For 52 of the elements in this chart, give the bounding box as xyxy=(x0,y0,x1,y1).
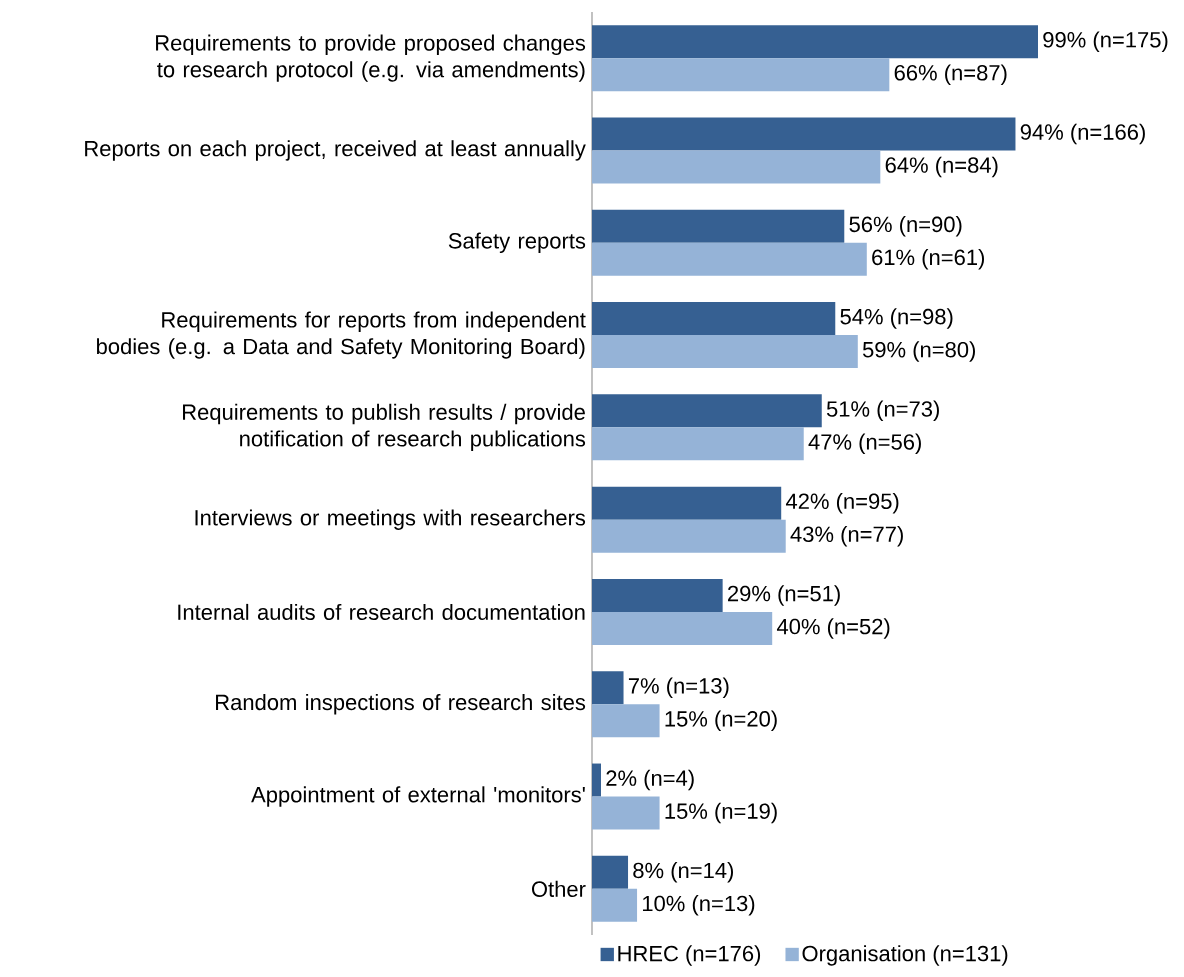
data-label: 59% (n=80) xyxy=(862,341,976,362)
bar xyxy=(592,335,858,369)
data-label: 40% (n=52) xyxy=(776,618,890,639)
data-label: 15% (n=19) xyxy=(665,802,777,824)
y-tick-label: Interviews or meetings with researchers xyxy=(195,509,586,530)
data-label: 47% (n=56) xyxy=(808,433,921,455)
data-label: 7% (n=13) xyxy=(628,677,729,698)
data-label: 99% (n=175) xyxy=(1043,31,1168,52)
data-label: 51% (n=73) xyxy=(826,400,939,422)
bar xyxy=(592,242,867,276)
bar xyxy=(592,578,723,612)
y-tick-label: Reports on each project, received at least annually xyxy=(85,140,586,161)
y-tick-label: Other xyxy=(531,880,586,897)
data-label: 8% (n=14) xyxy=(633,862,734,883)
y-tick-label: Internal audits of research documentation xyxy=(178,603,585,621)
bar xyxy=(592,611,773,645)
data-label: 94% (n=166) xyxy=(1020,123,1145,145)
data-label: 56% (n=90) xyxy=(849,216,962,237)
data-label: 54% (n=98) xyxy=(840,308,953,329)
bar xyxy=(592,25,1038,59)
bar xyxy=(592,671,624,705)
bar xyxy=(592,302,836,336)
data-label: 61% (n=61) xyxy=(872,249,985,270)
bar xyxy=(592,150,881,184)
legend-label: Organisation (n=131) xyxy=(802,945,1008,966)
data-label: 42% (n=95) xyxy=(785,492,899,514)
bar xyxy=(592,486,782,520)
bar xyxy=(592,427,804,461)
data-label: 43% (n=77) xyxy=(790,525,903,547)
y-tick-label: Requirements to publish results / provide notification of research publications xyxy=(183,403,586,451)
y-tick-label: Appointment of external 'monitors' xyxy=(251,786,585,807)
y-tick-label: Safety reports xyxy=(448,232,586,253)
data-label: 29% (n=51) xyxy=(728,585,840,606)
y-tick-label: Random inspections of research sites xyxy=(216,694,586,715)
bar xyxy=(592,519,786,553)
data-label: 66% (n=87) xyxy=(894,64,1007,85)
data-label: 2% (n=4) xyxy=(606,769,694,791)
bar xyxy=(592,704,660,738)
bar xyxy=(592,796,660,830)
bar xyxy=(592,888,638,922)
bar xyxy=(592,209,845,243)
bar xyxy=(592,58,890,92)
data-label: 64% (n=84) xyxy=(885,156,998,178)
bar xyxy=(592,394,822,428)
bar xyxy=(592,117,1016,151)
bar xyxy=(592,763,602,797)
y-tick-label: Requirements to provide proposed changes to research protocol (e.g. via amendments) xyxy=(156,34,586,82)
bar xyxy=(592,855,629,889)
data-label: 15% (n=20) xyxy=(665,710,777,732)
legend-label: HREC (n=176) xyxy=(618,945,761,966)
data-label: 10% (n=13) xyxy=(642,895,755,916)
y-tick-label: Requirements for reports from independent bodies (e.g. a Data and Safety Monitoring Board) xyxy=(97,311,586,359)
